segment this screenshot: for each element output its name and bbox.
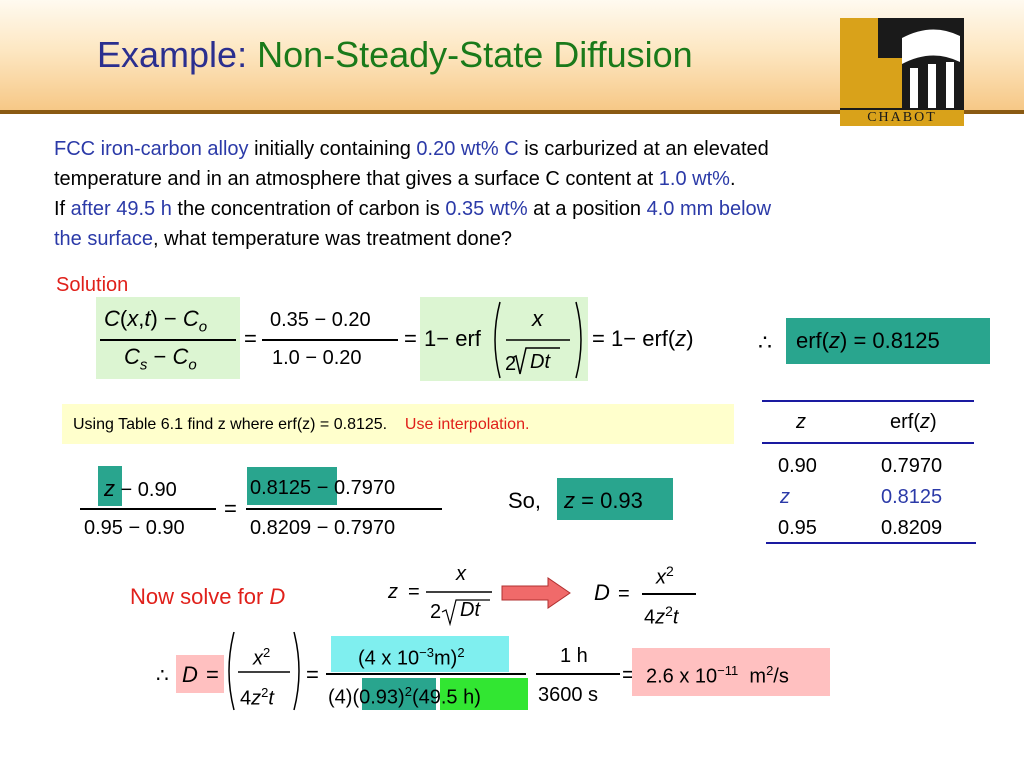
eq1-big-parens	[494, 301, 582, 379]
header-rule	[0, 110, 1024, 114]
z-highlight	[98, 466, 122, 506]
equals-sign: =	[618, 583, 630, 605]
final-4z2t: 4z2t	[240, 685, 274, 710]
unit-fraction-bar	[536, 673, 620, 675]
eq4-denominator: 4z2t	[644, 603, 679, 629]
table-cell-z: z	[780, 486, 790, 508]
eq3-fraction	[426, 591, 492, 626]
eq1-numeric-denominator: 1.0 − 0.20	[272, 347, 362, 369]
eq3-z: z	[388, 581, 398, 603]
right-arrow-icon	[501, 577, 571, 609]
table-bottom-rule	[766, 542, 976, 544]
final-result: 2.6 x 10−11 m2/s	[646, 663, 789, 688]
equals-sign: =	[404, 326, 417, 351]
equals-sign: =	[206, 662, 219, 687]
eq1-two: 2	[505, 353, 517, 375]
logo-text: CHABOT	[867, 110, 937, 125]
eq1-numerator: C(x,t) − Co	[104, 306, 208, 336]
equals-sign: =	[408, 581, 420, 603]
equals-sign: =	[224, 496, 237, 521]
eq3-x: x	[456, 563, 466, 585]
interp-numerator-left: z − 0.90	[104, 476, 177, 501]
table-cell-z: 0.90	[778, 455, 817, 477]
table-header-z: z	[796, 411, 806, 433]
now-solve-label: Now solve for D	[130, 584, 286, 609]
final-numerator: (4 x 10−3m)2	[358, 645, 465, 670]
equals-sign: =	[244, 326, 257, 351]
problem-line-2: temperature and in an atmosphere that gi…	[54, 168, 736, 190]
eq1-Dt: Dt	[530, 351, 550, 373]
interpolation-note: Using Table 6.1 find z where erf(z) = 0.…	[62, 404, 734, 444]
eq4-numerator: x2	[656, 563, 674, 589]
table-cell-erf: 0.8209	[881, 517, 943, 539]
table-cell-z: 0.95	[778, 517, 817, 539]
title-prefix: Example:	[97, 34, 258, 75]
eq4-fraction-bar	[642, 593, 696, 595]
table-cell-erf: 0.7970	[881, 455, 943, 477]
result-highlight	[632, 648, 830, 696]
interp-text: Using Table 6.1 find z where erf(z) = 0.…	[73, 416, 530, 433]
problem-line-1: FCC iron-carbon alloy initially containi…	[54, 138, 769, 160]
erf-value-highlight	[247, 467, 337, 505]
therefore-symbol: ∴	[758, 330, 772, 355]
final-D: D	[182, 662, 198, 687]
z-value-highlight	[362, 678, 436, 710]
interp-denominator-right: 0.8209 − 0.7970	[250, 517, 396, 539]
eq3-two: 2	[430, 601, 442, 623]
eq1-x: x	[532, 306, 543, 331]
erf-result-box	[786, 318, 990, 364]
table-header-erf: erf(z)	[890, 411, 937, 433]
problem-line-4: the surface, what temperature was treatm…	[54, 228, 513, 250]
eq4-D: D	[594, 580, 610, 605]
interp-numerator-right: 0.8125 − 0.7970	[250, 477, 396, 499]
equals-sign: =	[622, 662, 635, 687]
erf-result: erf(z) = 0.8125	[796, 328, 940, 353]
table-header-rule	[762, 442, 974, 444]
problem-statement: FCC iron-carbon alloy initially containi…	[47, 126, 983, 264]
chabot-logo: CHABOT	[832, 18, 964, 138]
slide-title: Example: Non-Steady-State Diffusion	[97, 34, 693, 76]
table-top-rule	[762, 400, 974, 402]
time-highlight	[440, 678, 528, 710]
therefore-symbol: ∴	[156, 665, 169, 687]
erf-argument-box	[420, 297, 588, 381]
final-parens	[228, 631, 300, 711]
so-label: So,	[508, 488, 542, 513]
eq1-rhs: = 1− erf(z)	[592, 326, 694, 351]
solution-label: Solution	[56, 274, 129, 296]
interp-denominator-left: 0.95 − 0.90	[84, 517, 185, 539]
eq1-numeric-fraction-bar	[262, 339, 398, 341]
equals-sign: =	[306, 662, 319, 687]
final-x-squared: x2	[253, 645, 271, 670]
hours-numerator: 1 h	[560, 645, 588, 667]
final-denominator: (4)(0.93)2(49.5 h)	[328, 684, 481, 709]
interp-fraction-bar-right	[246, 508, 442, 510]
z-result-box	[557, 478, 673, 520]
eq1-numeric-numerator: 0.35 − 0.20	[270, 309, 371, 331]
D-highlight	[176, 655, 224, 693]
final-fraction-bar	[326, 673, 526, 675]
z-result: z = 0.93	[564, 488, 643, 513]
eq1-fraction-bar	[100, 339, 236, 341]
seconds-denominator: 3600 s	[538, 684, 599, 706]
interp-fraction-bar-left	[80, 508, 216, 510]
concentration-ratio-box	[96, 297, 240, 379]
table-cell-erf: 0.8125	[881, 486, 943, 508]
problem-line-3: If after 49.5 h the concentration of car…	[54, 198, 772, 220]
eq3-Dt: Dt	[460, 599, 480, 621]
numerator-highlight	[331, 636, 509, 672]
eq1-denominator: Cs − Co	[124, 344, 197, 374]
eq1-one-minus-erf: 1− erf	[424, 326, 481, 351]
title-main: Non-Steady-State Diffusion	[257, 34, 693, 75]
